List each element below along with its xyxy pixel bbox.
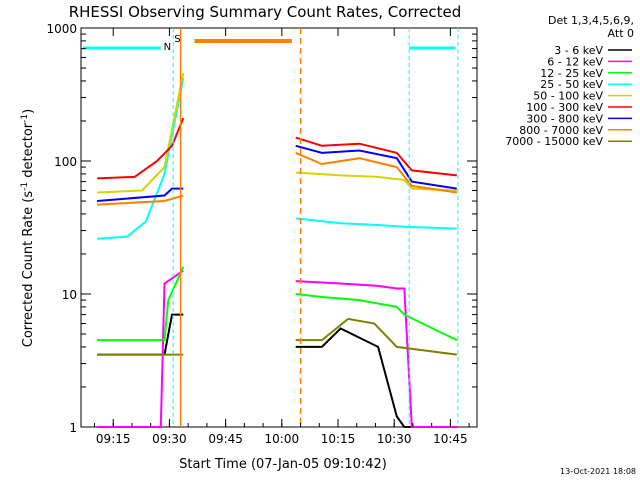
footer-timestamp: 13-Oct-2021 18:08 <box>560 467 636 476</box>
series-line-3-seg-1 <box>295 217 457 230</box>
x-tick-label-4: 10:15 <box>321 432 356 446</box>
series-line-4-seg-0 <box>97 72 185 194</box>
legend-label-0: 3 - 6 keV <box>554 44 603 57</box>
legend-label-8: 7000 - 15000 keV <box>505 135 603 148</box>
series-line-6-seg-1 <box>295 144 457 190</box>
legend-label-7: 800 - 7000 keV <box>519 124 603 137</box>
plot-area: NS <box>80 27 478 428</box>
marker-layer: NS <box>83 28 459 427</box>
legend-header-detectors: Det 1,3,4,5,6,9, <box>548 14 634 27</box>
x-axis: 09:15 09:30 09:45 10:00 10:15 10:30 10:45 <box>93 28 470 446</box>
annotation-s: S <box>174 34 180 45</box>
series-line-5-seg-0 <box>97 117 185 180</box>
series-line-7-seg-0 <box>97 194 184 206</box>
x-tick-label-6: 10:45 <box>433 432 468 446</box>
y-axis: 1 10 100 1000 <box>46 22 477 435</box>
x-tick-label-1: 09:30 <box>152 432 187 446</box>
plot-frame <box>80 27 478 428</box>
y-axis-label-part1: Corrected Count Rate (s <box>21 191 36 348</box>
series-line-1-seg-1 <box>295 280 457 428</box>
y-axis-label-sup1: -1 <box>20 182 30 191</box>
legend-label-6: 300 - 800 keV <box>526 112 603 125</box>
series-line-2-seg-1 <box>295 293 458 341</box>
y-tick-label-0: 1 <box>69 421 77 435</box>
legend-label-3: 25 - 50 keV <box>540 78 603 91</box>
y-axis-label-part3: ) <box>21 109 36 114</box>
series-layer <box>97 72 458 428</box>
x-tick-label-0: 09:15 <box>96 432 131 446</box>
series-line-2-seg-0 <box>97 266 185 342</box>
legend-label-2: 12 - 25 keV <box>540 67 603 80</box>
legend-label-1: 6 - 12 keV <box>547 55 603 68</box>
x-tick-label-2: 09:45 <box>208 432 243 446</box>
x-tick-label-3: 10:00 <box>265 432 300 446</box>
y-tick-label-3: 1000 <box>46 22 77 36</box>
annotation-n: N <box>164 42 171 53</box>
series-line-7-seg-1 <box>295 151 457 194</box>
legend-header-attenuator: Att 0 <box>608 27 634 40</box>
x-tick-label-5: 10:30 <box>377 432 412 446</box>
series-line-4-seg-1 <box>295 171 457 192</box>
y-tick-label-1: 10 <box>62 288 77 302</box>
y-axis-label-sup2: -1 <box>20 114 30 123</box>
legend-label-5: 100 - 300 keV <box>526 101 603 114</box>
y-tick-label-2: 100 <box>54 155 77 169</box>
series-line-3-seg-0 <box>97 77 185 240</box>
y-axis-label: Corrected Count Rate (s-1 detector-1) <box>20 109 36 347</box>
x-axis-label: Start Time (07-Jan-05 09:10:42) <box>179 457 387 472</box>
series-line-8-seg-1 <box>295 317 457 356</box>
legend-label-4: 50 - 100 keV <box>533 90 603 103</box>
series-line-6-seg-0 <box>97 187 184 202</box>
series-line-5-seg-1 <box>295 136 457 177</box>
y-axis-label-part2: detector <box>21 122 36 182</box>
chart-title: RHESSI Observing Summary Count Rates, Co… <box>69 3 462 21</box>
